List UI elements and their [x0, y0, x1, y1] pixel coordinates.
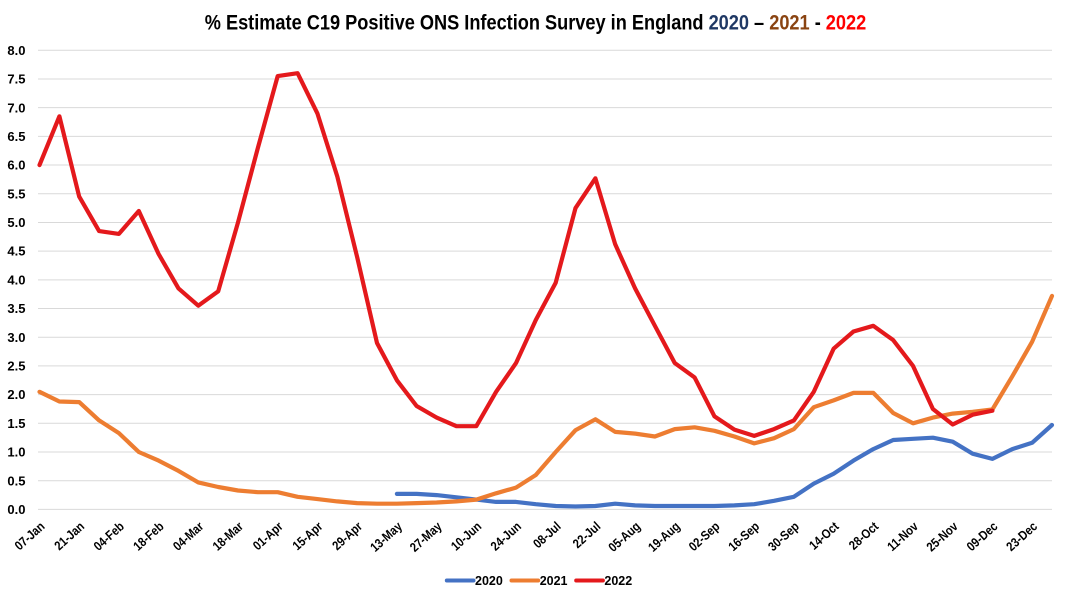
svg-text:1.5: 1.5	[7, 416, 25, 431]
svg-text:5.5: 5.5	[7, 186, 25, 201]
svg-text:0.0: 0.0	[7, 502, 25, 517]
svg-text:5.0: 5.0	[7, 215, 25, 230]
svg-text:4.5: 4.5	[7, 244, 25, 259]
svg-text:7.5: 7.5	[7, 72, 25, 87]
svg-text:2021: 2021	[540, 574, 568, 588]
svg-text:6.5: 6.5	[7, 129, 25, 144]
svg-text:4.0: 4.0	[7, 272, 25, 287]
svg-text:3.5: 3.5	[7, 301, 25, 316]
svg-text:6.0: 6.0	[7, 158, 25, 173]
svg-text:2.0: 2.0	[7, 387, 25, 402]
svg-text:1.0: 1.0	[7, 445, 25, 460]
svg-text:2.5: 2.5	[7, 359, 25, 374]
svg-text:8.0: 8.0	[7, 43, 25, 58]
svg-text:2022: 2022	[604, 574, 632, 588]
svg-text:% Estimate C19 Positive ONS In: % Estimate C19 Positive ONS Infection Su…	[205, 11, 867, 35]
svg-text:7.0: 7.0	[7, 100, 25, 115]
svg-text:0.5: 0.5	[7, 473, 25, 488]
svg-text:3.0: 3.0	[7, 330, 25, 345]
svg-text:2020: 2020	[475, 574, 503, 588]
